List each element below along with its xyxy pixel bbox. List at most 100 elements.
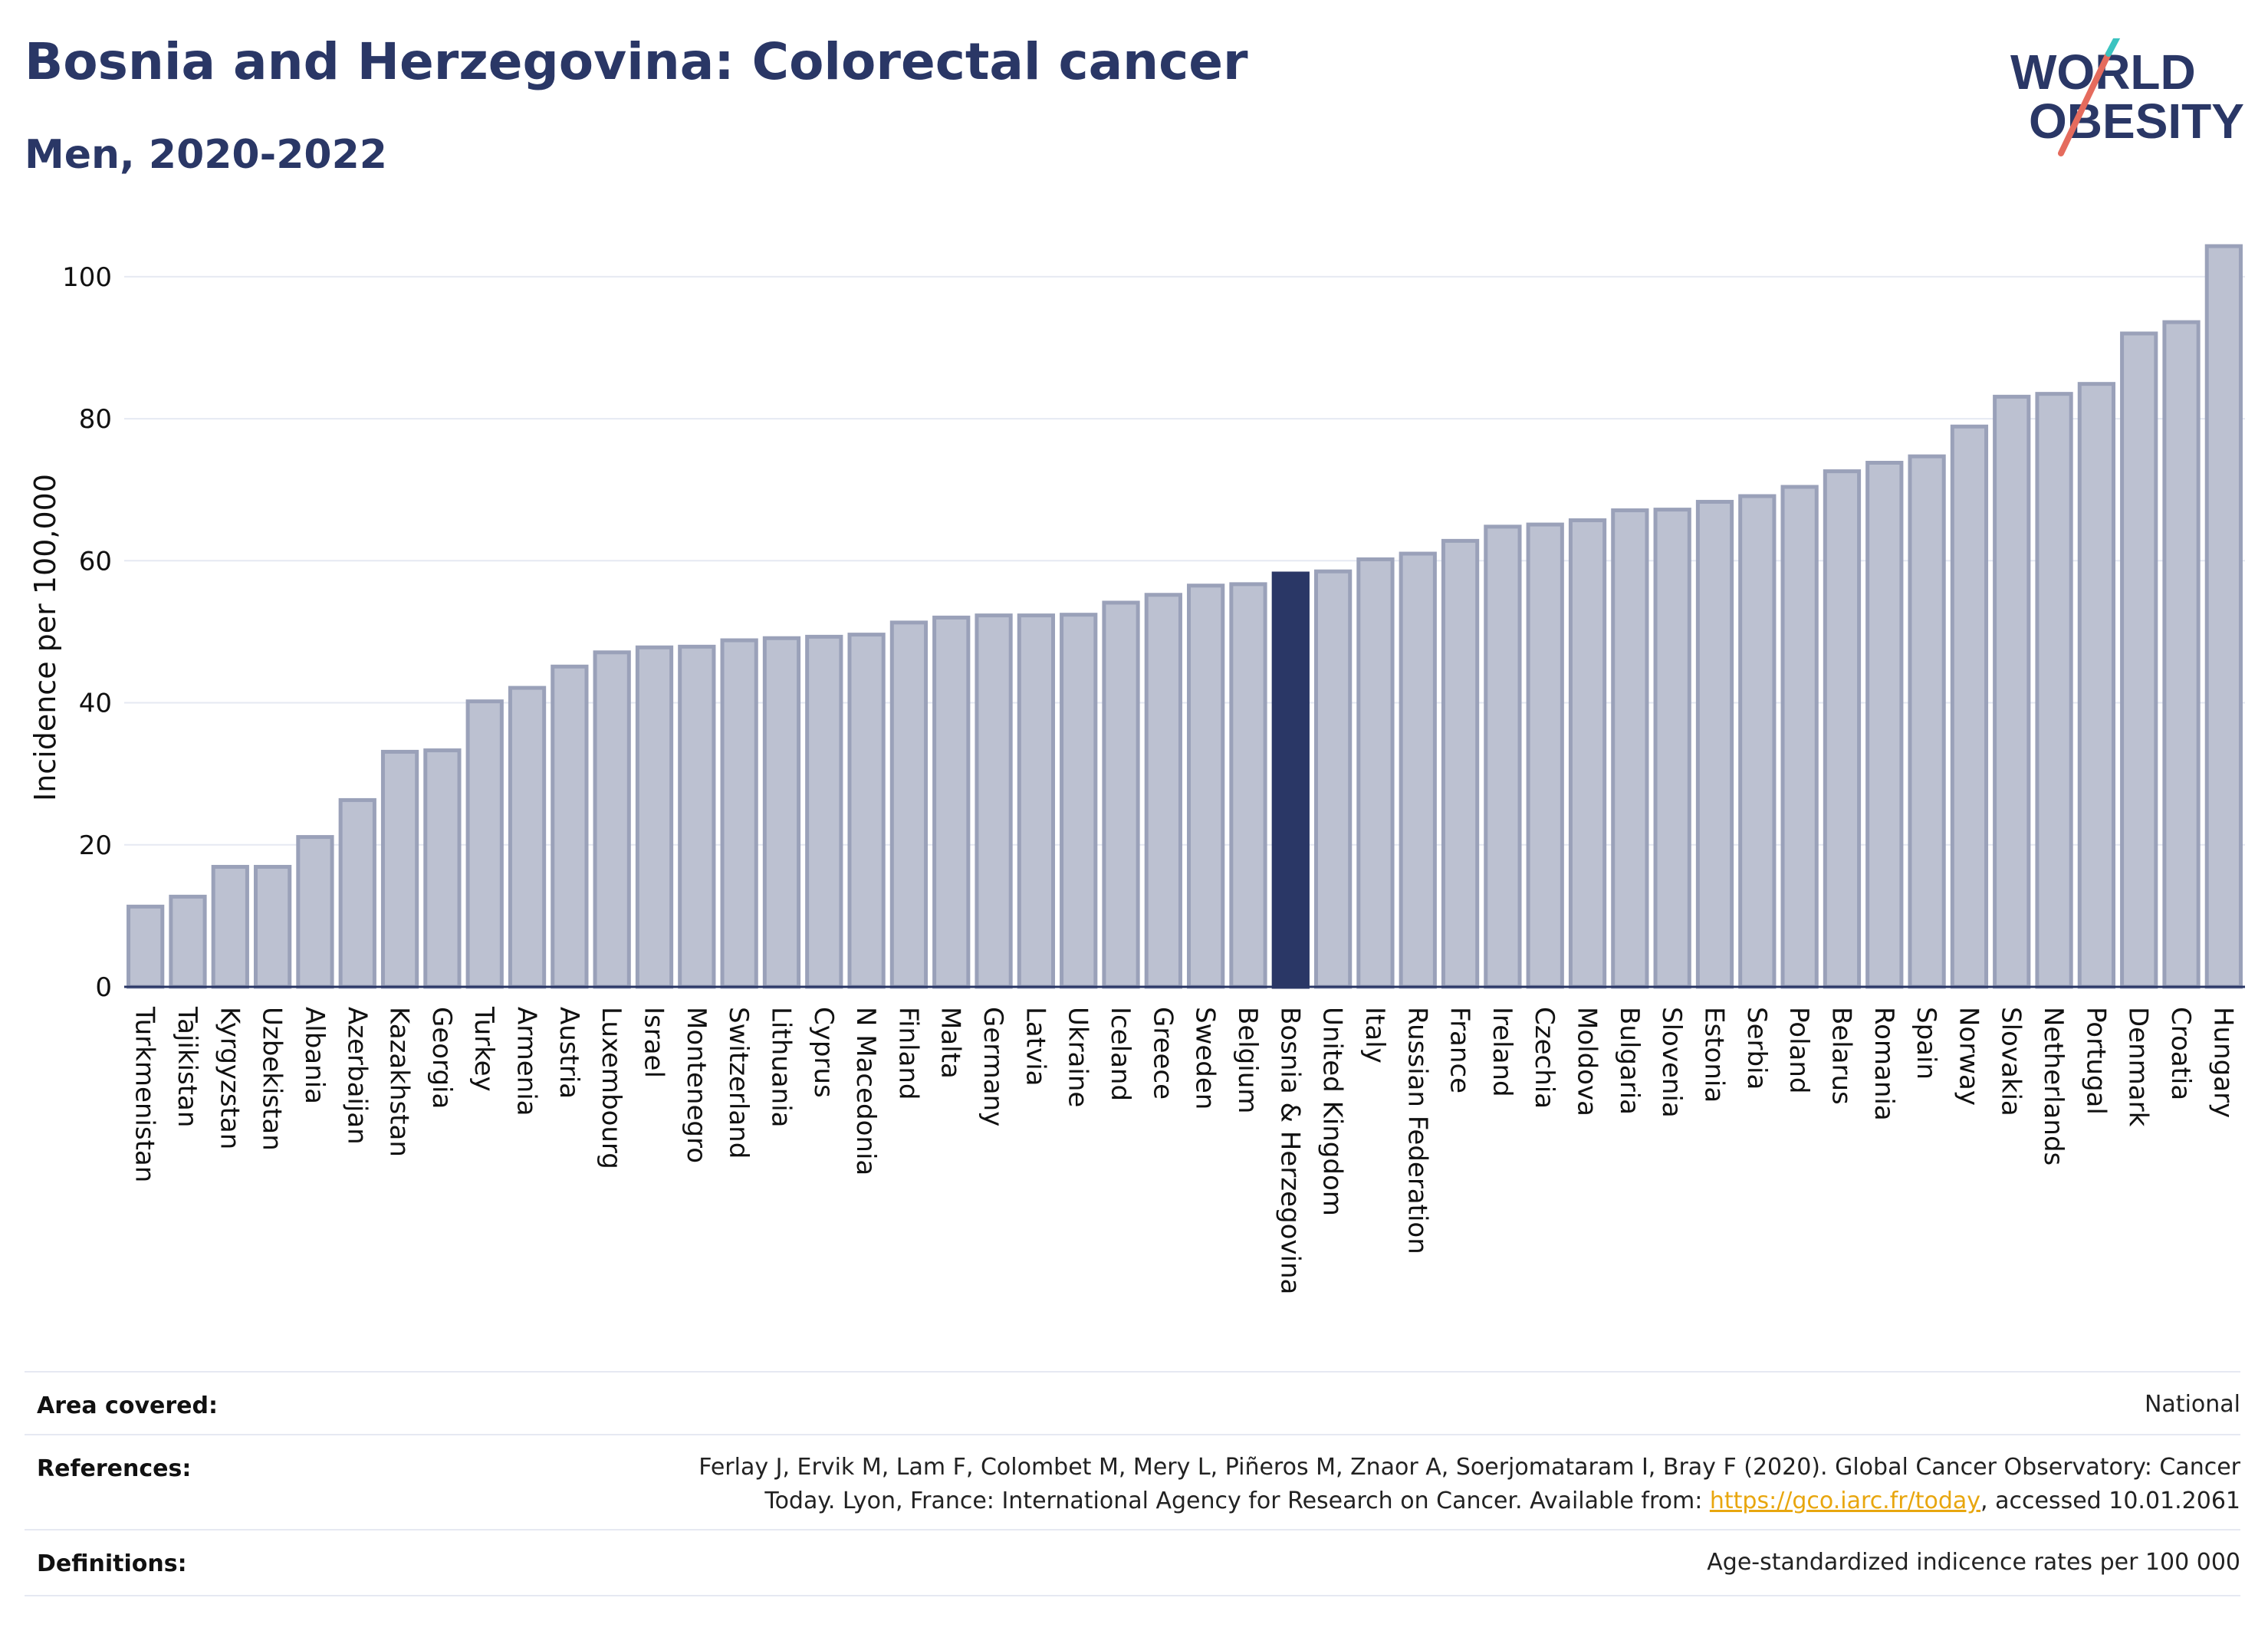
x-tick-label: Bulgaria bbox=[1614, 1007, 1645, 1115]
x-tick-label: Luxembourg bbox=[596, 1007, 626, 1169]
bar bbox=[1187, 584, 1225, 989]
definitions-value: Age-standardized indicence rates per 100… bbox=[1707, 1549, 2240, 1576]
world-obesity-logo: WORLD OBESITY bbox=[2010, 38, 2244, 156]
y-tick-label: 0 bbox=[95, 972, 112, 1003]
bar bbox=[1484, 524, 1522, 989]
bars bbox=[127, 244, 2243, 989]
x-tick-label: Montenegro bbox=[681, 1007, 712, 1163]
bar bbox=[1993, 394, 2031, 989]
bar bbox=[1144, 593, 1182, 989]
x-tick-label: Iceland bbox=[1105, 1007, 1136, 1101]
bar bbox=[678, 644, 716, 989]
y-tick-label: 100 bbox=[62, 262, 112, 293]
x-tick-label: Poland bbox=[1783, 1007, 1814, 1094]
x-tick-label: Romania bbox=[1869, 1007, 1899, 1121]
x-tick-label: Albania bbox=[299, 1007, 330, 1104]
bar bbox=[720, 638, 758, 989]
x-tick-label: Portugal bbox=[2080, 1007, 2111, 1115]
x-tick-label: Armenia bbox=[511, 1007, 542, 1116]
x-tick-label: United Kingdom bbox=[1317, 1007, 1348, 1216]
x-tick-label: Latvia bbox=[1020, 1007, 1050, 1087]
x-tick-label: N Macedonia bbox=[850, 1007, 881, 1175]
x-tick-label: Croatia bbox=[2165, 1007, 2196, 1100]
bar bbox=[2035, 392, 2073, 989]
x-tick-label: Lithuania bbox=[765, 1007, 796, 1127]
x-tick-label: Hungary bbox=[2207, 1007, 2238, 1118]
x-tick-label: Denmark bbox=[2123, 1007, 2154, 1127]
bar bbox=[2120, 331, 2158, 989]
x-tick-label: Turkmenistan bbox=[130, 1006, 160, 1182]
bar bbox=[1017, 613, 1056, 989]
references-line1: Ferlay J, Ervik M, Lam F, Colombet M, Me… bbox=[698, 1454, 2240, 1481]
x-tick-label: Serbia bbox=[1741, 1007, 1772, 1090]
page-subtitle: Men, 2020-2022 bbox=[25, 132, 387, 178]
bar bbox=[1441, 538, 1480, 989]
bar bbox=[1653, 508, 1691, 989]
x-tick-label: Norway bbox=[1953, 1007, 1984, 1106]
bar bbox=[211, 864, 249, 989]
bar bbox=[253, 864, 292, 989]
x-tick-label: Tajikistan bbox=[172, 1006, 202, 1127]
bar bbox=[1399, 551, 1437, 989]
x-tick-label: Russian Federation bbox=[1402, 1007, 1432, 1254]
bar bbox=[1102, 600, 1140, 989]
x-tick-label: Kazakhstan bbox=[384, 1007, 415, 1157]
definitions-label: Definitions: bbox=[37, 1550, 187, 1577]
x-tick-label: Belgium bbox=[1232, 1007, 1263, 1113]
x-tick-label: Switzerland bbox=[723, 1007, 754, 1159]
bar bbox=[1908, 454, 1946, 989]
y-tick-label: 40 bbox=[79, 689, 112, 719]
bar bbox=[1780, 485, 1819, 989]
x-tick-label: Turkey bbox=[468, 1006, 499, 1092]
bar bbox=[889, 620, 929, 989]
bar bbox=[338, 797, 376, 989]
bar bbox=[2162, 320, 2201, 989]
x-tick-label: Israel bbox=[639, 1007, 669, 1078]
references-line2-text: Today. Lyon, France: International Agenc… bbox=[764, 1488, 1710, 1514]
bar bbox=[1526, 522, 1564, 989]
y-tick-labels: 0 20 40 60 80 100 bbox=[62, 262, 112, 1003]
y-tick-label: 20 bbox=[79, 830, 112, 861]
x-tick-labels: Turkmenistan Tajikistan Kyrgyzstan Uzbekist… bbox=[130, 1006, 2239, 1294]
bar bbox=[1823, 469, 1862, 989]
bar bbox=[296, 835, 334, 989]
x-tick-label: Sweden bbox=[1190, 1007, 1221, 1110]
x-tick-label: Belarus bbox=[1826, 1007, 1856, 1105]
bar bbox=[551, 664, 589, 989]
y-tick-label: 60 bbox=[79, 546, 112, 577]
x-tick-label: Germany bbox=[978, 1007, 1008, 1126]
footer-definitions-row: Definitions: Age-standardized indicence … bbox=[25, 1529, 2240, 1596]
references-link[interactable]: https://gco.iarc.fr/today bbox=[1709, 1488, 1981, 1514]
x-tick-label: Ukraine bbox=[1063, 1007, 1093, 1107]
bar bbox=[805, 634, 843, 989]
area-covered-value: National bbox=[2144, 1391, 2240, 1418]
x-tick-label: Georgia bbox=[426, 1007, 457, 1109]
x-tick-label: Italy bbox=[1359, 1007, 1390, 1064]
bar bbox=[1060, 613, 1098, 989]
page-title: Bosnia and Herzegovina: Colorectal cance… bbox=[25, 32, 1248, 91]
bar bbox=[380, 749, 419, 989]
x-tick-label: Malta bbox=[935, 1007, 966, 1079]
x-tick-label: Slovakia bbox=[1996, 1007, 2026, 1116]
bar bbox=[932, 615, 971, 989]
bar bbox=[635, 645, 674, 989]
y-tick-label: 80 bbox=[79, 404, 112, 435]
x-tick-label: Netherlands bbox=[2038, 1007, 2069, 1165]
x-tick-label: Kyrgyzstan bbox=[214, 1007, 245, 1149]
bar bbox=[508, 685, 547, 989]
bar bbox=[2077, 382, 2116, 989]
bar bbox=[423, 748, 462, 989]
x-tick-label: Slovenia bbox=[1656, 1007, 1687, 1118]
references-label: References: bbox=[37, 1455, 192, 1482]
y-axis-label: Incidence per 100,000 bbox=[28, 474, 62, 801]
x-tick-label: Austria bbox=[554, 1007, 584, 1099]
bar bbox=[2204, 244, 2243, 989]
bar bbox=[465, 699, 504, 989]
bar-highlight bbox=[1271, 571, 1310, 989]
bar bbox=[1865, 460, 1904, 989]
x-tick-label: Uzbekistan bbox=[257, 1007, 288, 1151]
bar bbox=[1313, 569, 1353, 989]
bar bbox=[1695, 499, 1734, 989]
x-tick-label: France bbox=[1445, 1007, 1475, 1093]
x-tick-label: Spain bbox=[1911, 1007, 1941, 1080]
